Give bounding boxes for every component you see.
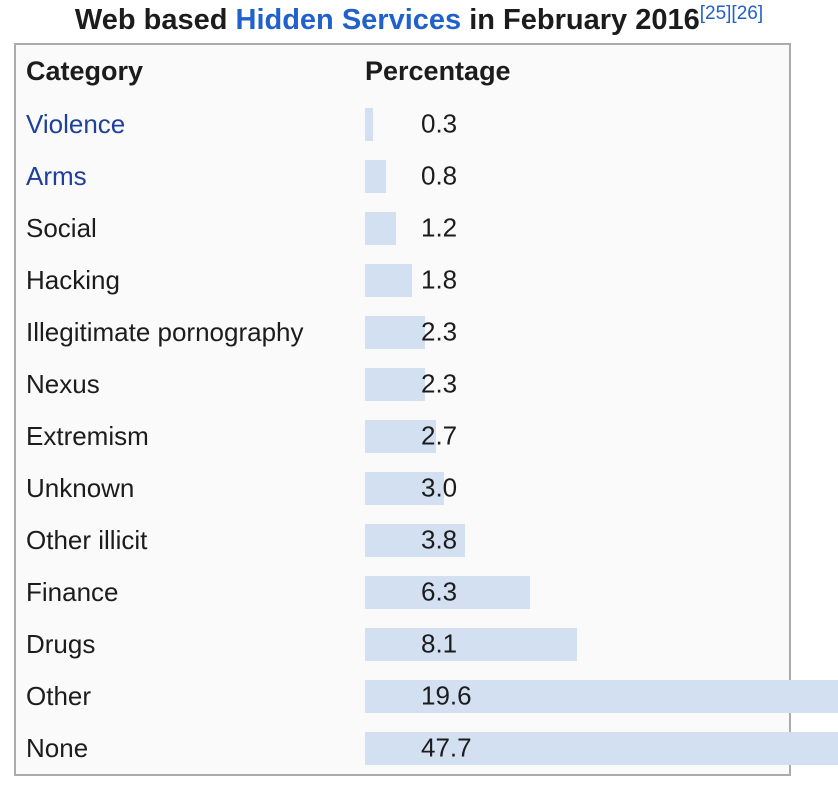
table-row: Other illicit 3.8 — [16, 514, 789, 566]
percentage-cell: 0.8 — [365, 150, 789, 202]
percentage-bar — [365, 159, 386, 193]
percentage-value: 1.2 — [421, 212, 458, 243]
title-references: [25][26] — [700, 3, 763, 24]
percentage-bar — [365, 263, 413, 297]
percentage-value: 3.8 — [421, 524, 458, 555]
hidden-services-link[interactable]: Hidden Services — [235, 4, 462, 36]
table-row: Arms 0.8 — [16, 150, 789, 202]
percentage-cell: 2.7 — [365, 410, 789, 462]
percentage-bar — [365, 315, 426, 349]
category-column-header: Category — [26, 56, 144, 86]
percentage-cell: 3.0 — [365, 462, 789, 514]
percentage-cell: 2.3 — [365, 306, 789, 358]
category-label: None — [26, 732, 89, 763]
percentage-cell: 3.8 — [365, 514, 789, 566]
percentage-value: 47.7 — [421, 732, 472, 763]
percentage-cell: 47.7 — [365, 722, 838, 774]
category-label: Drugs — [26, 628, 96, 659]
category-label: Finance — [26, 576, 119, 607]
percentage-value: 3.0 — [421, 472, 458, 503]
percentage-value: 19.6 — [421, 680, 472, 711]
percentage-cell: 1.8 — [365, 254, 789, 306]
table-row: Illegitimate pornography 2.3 — [16, 306, 789, 358]
percentage-cell: 2.3 — [365, 358, 789, 410]
table-row: Social 1.2 — [16, 202, 789, 254]
category-label: Social — [26, 212, 97, 243]
table-row: Unknown 3.0 — [16, 462, 789, 514]
percentage-value: 0.3 — [421, 108, 458, 139]
percentage-cell: 0.3 — [365, 98, 789, 150]
percentage-bar — [365, 627, 578, 661]
percentage-cell: 19.6 — [365, 670, 838, 722]
table-row: Extremism 2.7 — [16, 410, 789, 462]
percentage-value: 1.8 — [421, 264, 458, 295]
percentage-cell: 1.2 — [365, 202, 789, 254]
percentage-bar — [365, 107, 373, 141]
percentage-value: 2.3 — [421, 368, 458, 399]
category-link[interactable]: Arms — [26, 160, 87, 191]
percentage-bar — [365, 211, 397, 245]
percentage-bar — [365, 575, 531, 609]
table-row: Hacking 1.8 — [16, 254, 789, 306]
percentage-bar — [365, 419, 436, 453]
title-text-prefix: Web based — [74, 4, 236, 36]
category-label: Hacking — [26, 264, 120, 295]
percentage-cell: 6.3 — [365, 566, 789, 618]
table-row: Finance 6.3 — [16, 566, 789, 618]
ref-25-link[interactable]: [25] — [699, 3, 732, 24]
table-body: Violence 0.3 Arms 0.8 Social 1.2 Hacking… — [16, 98, 838, 774]
percentage-value: 2.3 — [421, 316, 458, 347]
percentage-cell: 8.1 — [365, 618, 789, 670]
percentage-bar — [365, 471, 444, 505]
category-label: Unknown — [26, 472, 135, 503]
category-label: Other — [26, 680, 92, 711]
page-title: Web based Hidden Services in February 20… — [0, 0, 838, 40]
percentage-bar — [365, 679, 838, 713]
percentage-bar — [365, 731, 838, 765]
percentage-value: 0.8 — [421, 160, 458, 191]
category-link[interactable]: Violence — [26, 108, 126, 139]
title-text-suffix: in February 2016 — [461, 4, 700, 36]
category-label: Illegitimate pornography — [26, 316, 304, 347]
category-label: Extremism — [26, 420, 149, 451]
table-row: Violence 0.3 — [16, 98, 789, 150]
table-row: Nexus 2.3 — [16, 358, 789, 410]
percentage-bar — [365, 523, 465, 557]
table-row: None 47.7 — [16, 722, 838, 774]
category-label: Other illicit — [26, 524, 148, 555]
ref-26-link[interactable]: [26] — [731, 3, 764, 24]
category-label: Nexus — [26, 368, 100, 399]
percentage-value: 8.1 — [421, 628, 458, 659]
table-header-row: Category Percentage — [16, 45, 789, 98]
hidden-services-table: Category Percentage Violence 0.3 Arms 0.… — [14, 43, 838, 776]
percentage-value: 2.7 — [421, 420, 458, 451]
table-row: Other 19.6 — [16, 670, 838, 722]
percentage-value: 6.3 — [421, 576, 458, 607]
percentage-bar — [365, 367, 426, 401]
percentage-column-header: Percentage — [365, 56, 511, 86]
table-row: Drugs 8.1 — [16, 618, 789, 670]
